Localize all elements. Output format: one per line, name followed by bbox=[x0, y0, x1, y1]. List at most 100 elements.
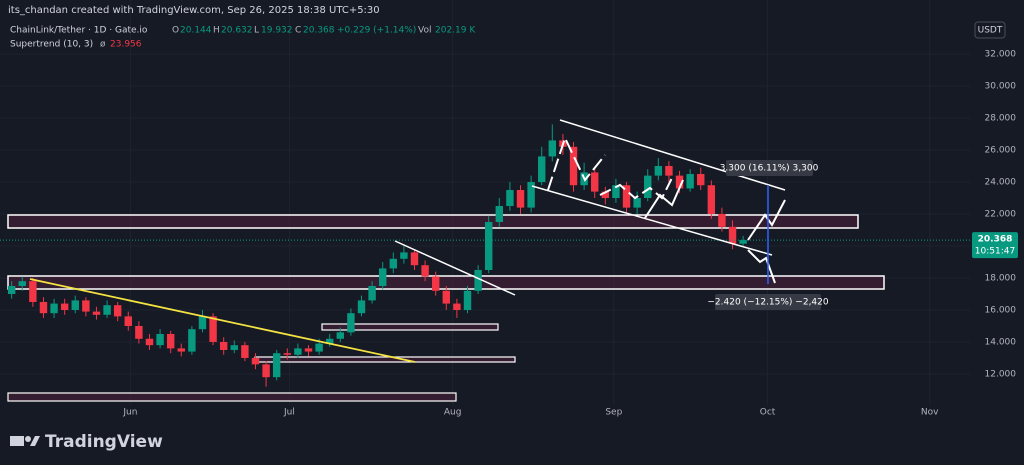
price-tag-value: 20.368 bbox=[978, 235, 1013, 245]
legend: ChainLink/Tether · 1D · Gate.io O 20.144… bbox=[10, 26, 476, 50]
x-tick-label: Nov bbox=[921, 408, 939, 418]
y-tick-label: 14.000 bbox=[985, 337, 1017, 347]
candle-body bbox=[421, 265, 429, 277]
candle-body bbox=[124, 316, 132, 326]
candle-body bbox=[495, 206, 504, 223]
candle-body bbox=[601, 191, 610, 199]
candle-body bbox=[29, 281, 37, 302]
candle-body bbox=[569, 146, 578, 186]
candle-body bbox=[463, 290, 472, 310]
candle-body bbox=[347, 313, 355, 333]
candle-body bbox=[548, 140, 557, 157]
candle-body bbox=[50, 303, 58, 314]
candle-body bbox=[622, 185, 631, 208]
candle-body bbox=[304, 348, 313, 352]
candle-body bbox=[71, 300, 79, 310]
candle-body bbox=[612, 185, 620, 199]
candle-body bbox=[368, 285, 376, 301]
annotation: −2.420 (−12.15%) −2,420 bbox=[707, 298, 828, 308]
l-value: 19.932 bbox=[261, 26, 293, 36]
candle-body bbox=[219, 341, 228, 350]
arrow-down bbox=[747, 249, 776, 284]
candle-body bbox=[697, 174, 705, 186]
price-axis bbox=[970, 0, 1024, 405]
x-axis: Jun Jul Aug Sep Oct Nov bbox=[122, 408, 939, 418]
candle-body bbox=[686, 174, 694, 189]
candle-body bbox=[739, 240, 747, 244]
x-tick-label: Jun bbox=[122, 408, 137, 418]
candle-body bbox=[325, 338, 334, 344]
candle-body bbox=[378, 268, 387, 286]
zone bbox=[254, 356, 516, 363]
indicator: Supertrend (10, 3) bbox=[10, 40, 93, 50]
trendline bbox=[394, 240, 516, 296]
candle-body bbox=[18, 281, 26, 286]
y-tick-label: 24.000 bbox=[985, 178, 1017, 188]
candle-body bbox=[230, 345, 238, 350]
candle-body bbox=[633, 198, 641, 208]
zone bbox=[7, 392, 457, 402]
grid bbox=[0, 0, 970, 405]
x-tick-label: Aug bbox=[444, 408, 462, 418]
candle-body bbox=[315, 343, 323, 352]
annotation: 3.300 (16.11%) 3,300 bbox=[720, 164, 819, 174]
y-tick-label: 22.000 bbox=[985, 210, 1017, 220]
candle-body bbox=[474, 270, 482, 291]
logo-mark bbox=[10, 436, 24, 446]
candle-body bbox=[7, 285, 16, 294]
candle-body bbox=[431, 276, 440, 291]
h-label: H bbox=[213, 26, 220, 36]
candle-body bbox=[145, 338, 154, 346]
y-tick-label: 26.000 bbox=[985, 146, 1017, 156]
candle-body bbox=[188, 329, 196, 352]
drawings bbox=[7, 214, 885, 402]
candle-body bbox=[707, 185, 716, 215]
y-tick-label: 12.000 bbox=[985, 369, 1017, 379]
y-tick-label: 32.000 bbox=[985, 50, 1017, 60]
symbol: ChainLink/Tether · 1D · Gate.io bbox=[10, 26, 148, 36]
candle-body bbox=[357, 300, 366, 314]
candle-body bbox=[198, 316, 207, 330]
candle-body bbox=[516, 190, 525, 208]
candle-body bbox=[442, 290, 451, 304]
candle-body bbox=[177, 348, 185, 352]
candle-body bbox=[103, 305, 111, 315]
candle-body bbox=[209, 316, 217, 342]
candles bbox=[0, 124, 970, 387]
x-tick-label: Jul bbox=[283, 408, 295, 418]
price-tag-countdown: 10:51:47 bbox=[975, 247, 1015, 257]
annotation-box bbox=[726, 160, 813, 176]
y-tick-label: 18.000 bbox=[985, 273, 1017, 283]
annotation-box bbox=[715, 294, 821, 310]
candle-body bbox=[135, 325, 143, 339]
logo-mark bbox=[30, 436, 40, 446]
trendline bbox=[29, 278, 416, 363]
indicator-value: 23.956 bbox=[110, 40, 142, 50]
candle-body bbox=[485, 222, 493, 270]
candle-body bbox=[644, 175, 652, 199]
candle-body bbox=[389, 258, 398, 269]
h-value: 20.632 bbox=[221, 26, 253, 36]
trendlines: 3.300 (16.11%) 3,300 −2.420 (−12.15%) −2… bbox=[29, 119, 829, 363]
currency-button[interactable] bbox=[974, 21, 1006, 39]
y-axis: 12.00014.00016.00018.00020.00022.00024.0… bbox=[972, 50, 1018, 379]
currency[interactable]: USDT bbox=[978, 26, 1003, 36]
candle-body bbox=[506, 190, 514, 207]
candle-body bbox=[336, 332, 345, 339]
candle-body bbox=[538, 156, 546, 183]
candle-body bbox=[654, 166, 663, 176]
candle-body bbox=[60, 303, 69, 310]
o-label: O bbox=[172, 26, 179, 36]
vol-label: Vol bbox=[418, 26, 431, 36]
y-tick-label: 30.000 bbox=[985, 82, 1017, 92]
candle-body bbox=[113, 305, 122, 317]
candle-body bbox=[665, 166, 673, 176]
candle-body bbox=[410, 252, 419, 266]
logo-text: TradingView bbox=[45, 432, 163, 452]
o-value: 20.144 bbox=[180, 26, 212, 36]
l-label: L bbox=[254, 26, 259, 36]
candle-body bbox=[156, 333, 164, 346]
candle-body bbox=[527, 182, 535, 208]
